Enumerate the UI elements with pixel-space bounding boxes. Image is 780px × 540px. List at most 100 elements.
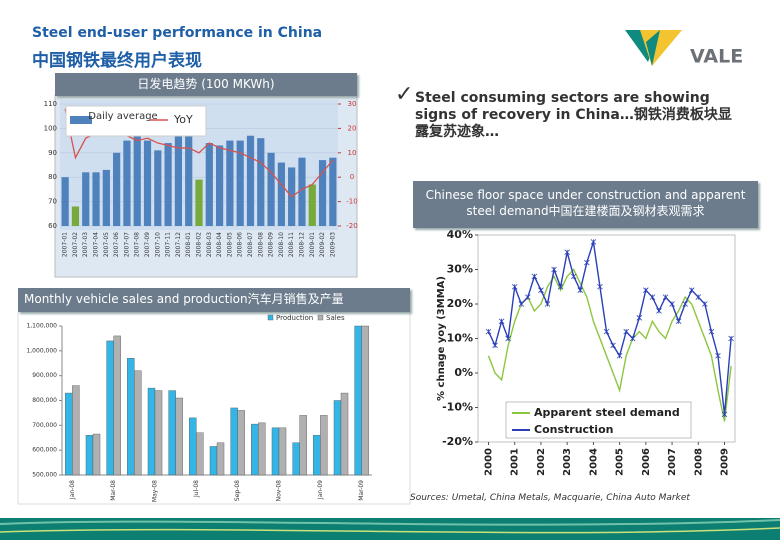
bar — [82, 172, 90, 226]
bar — [340, 392, 349, 476]
y-tick-label: 80 — [48, 173, 57, 181]
bar — [185, 135, 193, 226]
marker — [518, 301, 525, 307]
checkmark: ✓ — [395, 82, 413, 107]
marker — [708, 328, 715, 335]
x-tick-label: 2008-06 — [237, 232, 244, 257]
bar — [230, 407, 238, 476]
bar — [168, 390, 176, 476]
marker — [643, 287, 649, 293]
bar — [174, 133, 183, 226]
bar — [267, 152, 275, 226]
logo-text: VALE — [690, 46, 743, 68]
x-tick-label: 2009-02 — [319, 232, 326, 257]
legend-label: Production — [276, 314, 313, 322]
y-tick-label: 70 — [48, 198, 57, 206]
x-tick-label: 2008-09 — [268, 232, 275, 257]
x-tick-label: 2007-07 — [123, 232, 130, 257]
marker — [682, 301, 688, 307]
x-tick-label: Mar-08 — [110, 480, 117, 501]
marker — [538, 287, 544, 293]
x-tick-label: 2007-06 — [113, 232, 120, 257]
legend-swatch — [317, 314, 324, 321]
y2-tick-label: 20 — [348, 124, 357, 132]
bar — [154, 390, 163, 476]
bar — [329, 157, 337, 226]
marker — [636, 315, 643, 321]
bar — [85, 435, 94, 476]
x-tick-label: 2008-05 — [226, 232, 233, 257]
marker — [629, 335, 636, 342]
y-tick-label: 800,000 — [32, 397, 57, 404]
bullet-text: Steel consuming sectors are showing sign… — [415, 90, 732, 140]
marker — [570, 273, 577, 280]
bar — [278, 427, 287, 476]
x-tick-label: Mar-09 — [358, 480, 365, 501]
y-tick-label: -10% — [442, 401, 473, 414]
x-tick-label: 2002 — [536, 448, 547, 476]
line — [487, 241, 732, 415]
bar — [308, 184, 316, 226]
y-axis-label: % chnage yoy (3MMA) — [436, 276, 447, 401]
x-tick-label: 2007-10 — [154, 232, 161, 257]
marker — [584, 259, 590, 266]
y-tick-label: 700,000 — [32, 422, 57, 429]
marker — [557, 283, 564, 290]
x-tick-label: 2007-02 — [72, 232, 79, 257]
legend-swatch — [267, 314, 274, 321]
bar — [216, 442, 225, 476]
sources: Sources: Umetal, China Metals, Macquarie… — [410, 493, 690, 503]
x-tick-label: 2007-09 — [144, 232, 151, 257]
x-tick-label: 2009-01 — [309, 232, 316, 257]
y-tick-label: 900,000 — [32, 372, 57, 379]
y-tick-label: 1,100,000 — [26, 323, 57, 330]
bar — [92, 172, 100, 226]
logo-mark — [640, 30, 682, 66]
x-tick-label: 2008 — [693, 448, 704, 476]
bar — [72, 385, 80, 476]
y2-tick-label: 0 — [350, 173, 354, 181]
marker — [669, 301, 675, 307]
marker — [577, 287, 584, 293]
x-tick-label: 2007-12 — [175, 232, 182, 257]
bar — [134, 370, 142, 476]
marker — [590, 239, 597, 245]
logo-mark — [646, 30, 660, 66]
bar — [133, 135, 141, 226]
y-tick-label: 1,000,000 — [26, 347, 57, 354]
bar — [292, 442, 300, 476]
x-tick-label: 2008-07 — [247, 232, 254, 257]
bar — [236, 140, 244, 226]
y-tick-label: 20% — [447, 297, 473, 310]
x-tick-label: 2007-11 — [165, 232, 172, 257]
bar — [154, 150, 162, 226]
x-tick-label: 2008-08 — [257, 232, 264, 257]
bar — [205, 143, 213, 226]
marker — [610, 342, 616, 349]
bar — [143, 140, 152, 226]
bar — [123, 140, 131, 226]
bar — [333, 400, 342, 476]
marker — [721, 411, 728, 418]
bar — [361, 325, 369, 476]
bar — [127, 358, 135, 476]
bar — [195, 179, 203, 226]
bar — [113, 152, 121, 226]
bar — [226, 140, 234, 226]
x-tick-label: 2008-10 — [278, 232, 285, 257]
bar — [298, 157, 306, 226]
legend-box — [505, 401, 692, 439]
x-tick-label: 2007 — [667, 448, 678, 476]
x-tick-label: 2007-03 — [82, 232, 89, 257]
marker — [649, 294, 656, 300]
footer-wave — [0, 519, 780, 526]
marker — [505, 335, 511, 342]
x-tick-label: 2007-05 — [103, 232, 110, 257]
chart-banner: Monthly vehicle sales and production汽车月销… — [18, 288, 410, 312]
y-tick-label: 110 — [44, 100, 57, 108]
bar — [237, 410, 245, 476]
bar — [246, 135, 255, 226]
marker — [715, 352, 721, 359]
x-tick-label: 2007-04 — [93, 232, 100, 257]
